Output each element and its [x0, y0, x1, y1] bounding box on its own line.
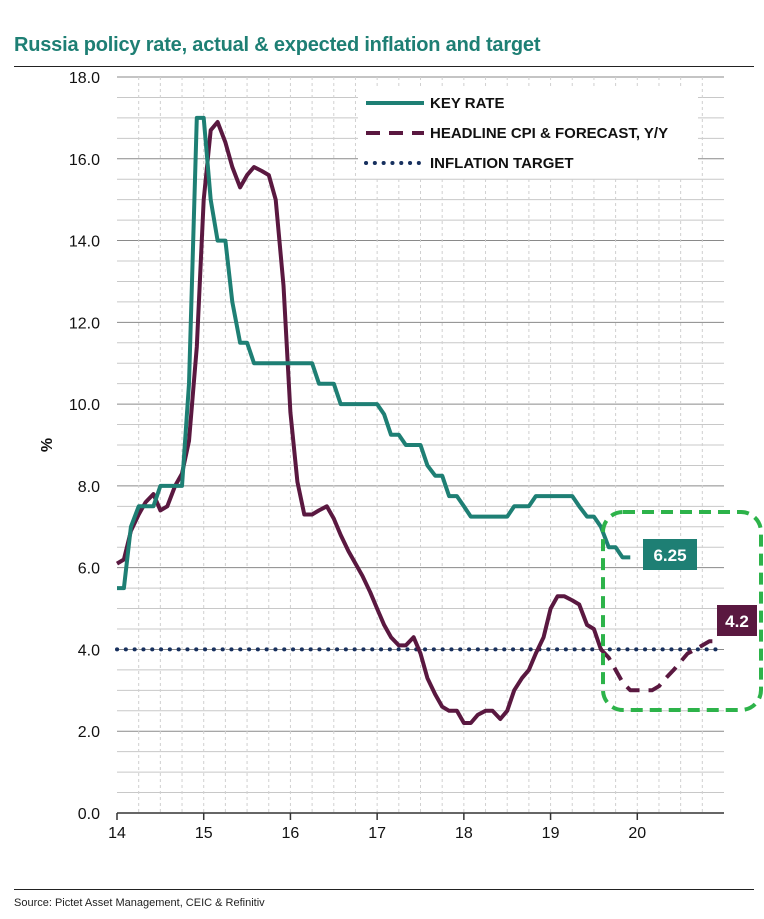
legend-label: HEADLINE CPI & FORECAST, Y/Y: [430, 125, 668, 142]
y-tick-label: 2.0: [78, 724, 100, 741]
y-tick-label: 12.0: [69, 315, 100, 332]
y-tick-label: 8.0: [78, 479, 100, 496]
y-tick-label: 10.0: [69, 397, 100, 414]
x-tick-label: 17: [368, 825, 386, 842]
cpi-callout-box: [717, 605, 757, 636]
y-tick-label: 14.0: [69, 234, 100, 251]
chart-title: Russia policy rate, actual & expected in…: [14, 34, 541, 56]
x-tick-label: 14: [108, 825, 126, 842]
y-tick-label: 4.0: [78, 642, 100, 659]
x-axis-ticks: 14 15 16 17 18 19 20: [108, 813, 646, 842]
top-rule: [14, 66, 754, 67]
legend-label: INFLATION TARGET: [430, 155, 574, 172]
source-note: Source: Pictet Asset Management, CEIC & …: [14, 897, 265, 909]
legend: KEY RATE HEADLINE CPI & FORECAST, Y/Y INFL…: [358, 86, 698, 178]
y-tick-label: 0.0: [78, 806, 100, 823]
callouts: 6.25 4.2: [643, 539, 757, 636]
legend-label: KEY RATE: [430, 95, 504, 112]
x-tick-label: 19: [542, 825, 560, 842]
cpi-callout-label: 4.2: [725, 612, 749, 631]
x-tick-label: 16: [282, 825, 300, 842]
key-rate-callout-box: [643, 539, 697, 570]
y-axis-label: %: [39, 438, 56, 452]
y-tick-label: 6.0: [78, 561, 100, 578]
series-group: [115, 115, 720, 725]
x-tick-label: 20: [628, 825, 646, 842]
cpi-line: [115, 120, 603, 725]
key-rate-line: [117, 115, 631, 591]
key-rate-callout-label: 6.25: [653, 546, 686, 565]
y-tick-label: 16.0: [69, 152, 100, 169]
cpi-forecast-line: [599, 639, 718, 693]
x-tick-label: 18: [455, 825, 473, 842]
y-axis-ticks: 0.0 2.0 4.0 6.0 8.0 10.0 12.0 14.0 16.0 18.0: [69, 70, 100, 823]
forecast-highlight-box: [601, 510, 763, 712]
y-tick-label: 18.0: [69, 70, 100, 87]
bottom-rule: [14, 889, 754, 890]
x-tick-label: 15: [195, 825, 213, 842]
